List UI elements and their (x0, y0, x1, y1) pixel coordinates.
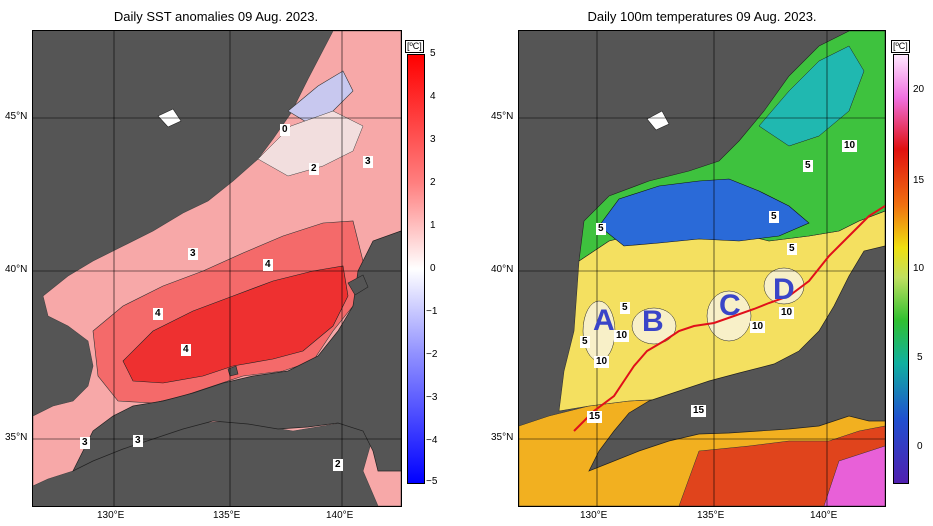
graticule (519, 31, 885, 506)
rishiri-island (646, 110, 670, 131)
region-label-d: D (773, 273, 795, 306)
colorbar-tick: 3 (430, 134, 436, 145)
colorbar-tick: 5 (430, 48, 436, 59)
contour-label: 5 (596, 223, 606, 235)
colorbar-tick: 5 (917, 352, 923, 363)
colorbar-unit: [ºC] (891, 40, 910, 53)
contour-label: 15 (587, 411, 603, 423)
anomaly-colorbar (407, 54, 425, 484)
eddy-b (631, 307, 677, 345)
temp-100m-map-graphic (519, 31, 885, 506)
contour-label: 10 (614, 330, 630, 342)
lon-label: 140°E (810, 510, 838, 521)
contour-label: 4 (263, 259, 273, 271)
anomaly-zone-4 (122, 265, 349, 384)
colorbar-tick: 2 (430, 177, 436, 188)
contour-label: 3 (80, 437, 90, 449)
cold-blue-core (598, 178, 810, 247)
lat-label: 45°N (491, 111, 514, 122)
colorbar-tick: −2 (426, 349, 438, 360)
sado-island (347, 274, 369, 296)
colorbar-tick: 0 (430, 263, 436, 274)
eddy-c (706, 290, 752, 342)
contour-label: 4 (153, 308, 163, 320)
very-hot-water (823, 445, 885, 506)
colorbar-tick: 4 (430, 91, 436, 102)
contour-label: 0 (280, 124, 290, 136)
contour-label: 5 (803, 160, 813, 172)
sst-anomaly-map: 0 2 3 3 4 4 4 3 3 2 (32, 30, 402, 507)
lon-label: 130°E (97, 510, 125, 521)
contour-label: 2 (309, 163, 319, 175)
graticule (33, 31, 401, 506)
lon-label: 135°E (697, 510, 725, 521)
temperature-colorbar (893, 54, 909, 484)
colorbar-tick: 15 (913, 175, 925, 186)
colorbar-tick: −1 (426, 306, 438, 317)
cyan-north (758, 45, 865, 147)
contour-label: 4 (181, 344, 191, 356)
region-label-c: C (719, 289, 741, 322)
oki-island (227, 365, 239, 377)
region-label-a: A (593, 304, 615, 337)
colorbar-tick: 0 (917, 441, 923, 452)
colorbar-tick: −5 (426, 476, 438, 487)
japan-landmass (588, 245, 885, 472)
lon-label: 135°E (213, 510, 241, 521)
temp-100m-map: 10 5 5 5 5 5 10 10 5 10 15 15 10 A B C D (518, 30, 886, 507)
contour-label: 5 (787, 243, 797, 255)
colorbar-tick: 20 (913, 84, 925, 95)
lat-label: 35°N (5, 432, 28, 443)
lon-label: 130°E (580, 510, 608, 521)
lat-label: 40°N (5, 264, 28, 275)
contour-label: 3 (188, 248, 198, 260)
sst-anomaly-title: Daily SST anomalies 09 Aug. 2023. (113, 9, 319, 24)
sst-anomaly-map-graphic (33, 31, 401, 506)
lat-label: 45°N (5, 111, 28, 122)
lat-label: 35°N (491, 432, 514, 443)
colorbar-unit: [ºC] (405, 40, 424, 53)
contour-label: 10 (779, 307, 795, 319)
colorbar-tick: −3 (426, 392, 438, 403)
contour-label: 15 (691, 405, 707, 417)
lon-label: 140°E (326, 510, 354, 521)
colorbar-tick: −4 (426, 435, 438, 446)
contour-label: 5 (620, 302, 630, 314)
contour-label: 10 (750, 321, 766, 333)
contour-label: 10 (594, 356, 610, 368)
region-label-b: B (642, 305, 664, 338)
sst-anomaly-panel: Daily SST anomalies 09 Aug. 2023. (0, 0, 466, 526)
contour-label: 3 (363, 156, 373, 168)
contour-label: 3 (133, 435, 143, 447)
contour-label: 10 (842, 140, 858, 152)
colorbar-tick: 1 (430, 220, 436, 231)
temp-100m-title: Daily 100m temperatures 09 Aug. 2023. (587, 9, 817, 24)
lat-label: 40°N (491, 264, 514, 275)
colorbar-tick: 10 (913, 263, 925, 274)
neutral-band (257, 110, 364, 177)
contour-label: 5 (580, 336, 590, 348)
contour-label: 5 (769, 211, 779, 223)
temp-100m-panel: Daily 100m temperatures 09 Aug. 2023. (466, 0, 933, 526)
polar-front-line (573, 205, 885, 432)
contour-label: 2 (333, 459, 343, 471)
